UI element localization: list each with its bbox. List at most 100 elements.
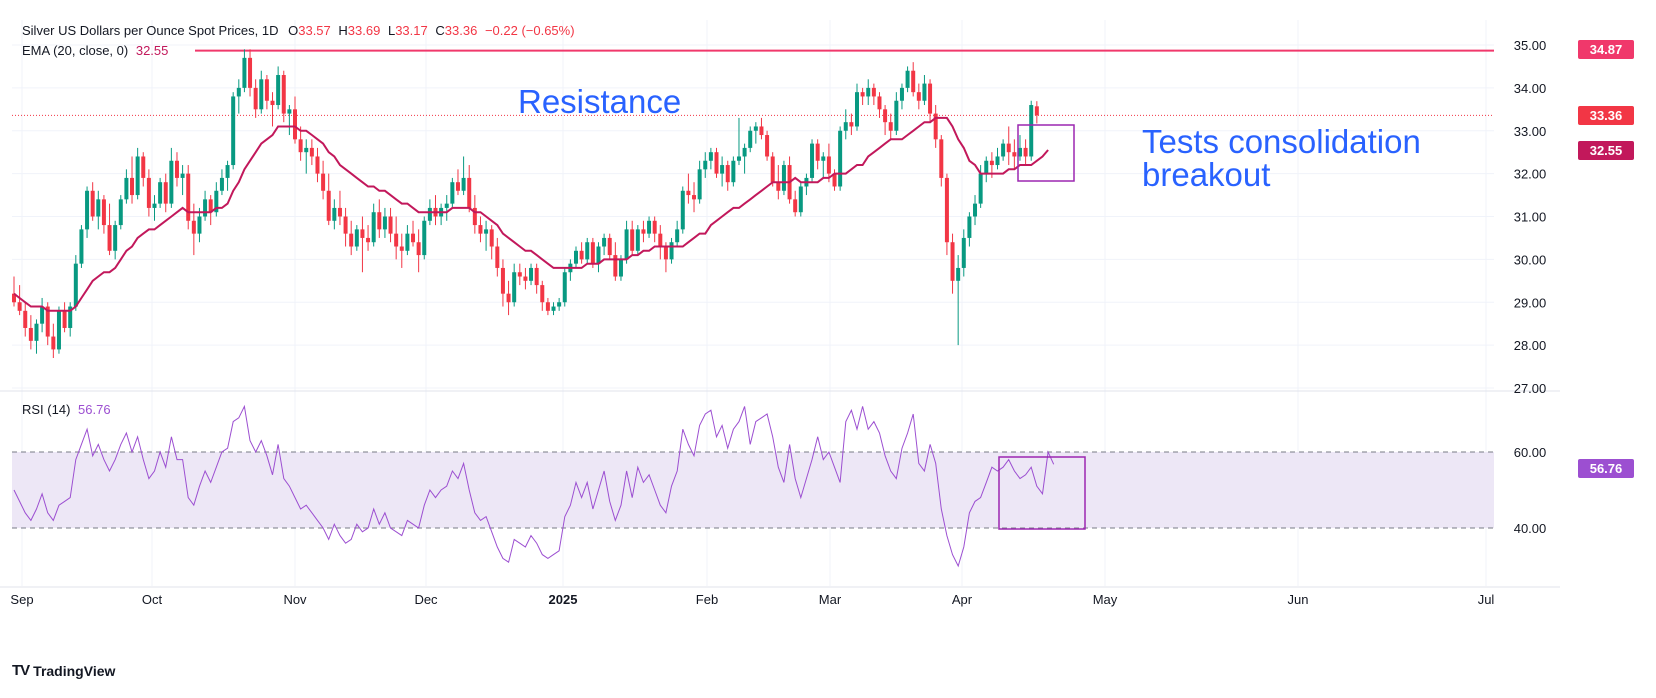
- candle-body: [45, 306, 50, 337]
- candle-body: [321, 173, 326, 191]
- candle-body: [635, 229, 640, 251]
- candle-body: [28, 327, 33, 341]
- candle-body: [905, 70, 910, 88]
- candle-body: [214, 190, 219, 213]
- candle-body: [944, 177, 949, 243]
- candle-body: [883, 109, 888, 123]
- candle-body: [675, 229, 680, 243]
- candle-body: [248, 57, 253, 88]
- time-tick-label: Apr: [952, 592, 973, 607]
- candle-body: [1006, 143, 1011, 153]
- candle-body: [152, 203, 157, 208]
- candle-body: [956, 267, 961, 281]
- candle-body: [225, 165, 230, 178]
- candle-body: [354, 229, 359, 247]
- candle-body: [826, 156, 831, 174]
- candle-body: [455, 182, 460, 191]
- candle-body: [203, 199, 208, 217]
- candle-body: [1034, 106, 1039, 116]
- time-tick-label: Dec: [414, 592, 438, 607]
- candle-body: [118, 199, 123, 226]
- ema-value: 32.55: [135, 43, 169, 58]
- candle-body: [478, 225, 483, 234]
- candle-body: [832, 173, 837, 187]
- candle-body: [337, 207, 342, 217]
- candle-body: [422, 220, 427, 256]
- candle-body: [950, 242, 955, 281]
- candle-body: [1023, 147, 1028, 157]
- candle-body: [332, 207, 337, 221]
- candle-body: [579, 250, 584, 260]
- price-tick-label: 28.00: [1514, 338, 1547, 353]
- candle-body: [1001, 143, 1006, 157]
- candle-body: [500, 267, 505, 294]
- candle-body: [669, 242, 674, 260]
- candle-body: [618, 259, 623, 277]
- candle-body: [489, 229, 494, 247]
- candle-body: [703, 160, 708, 170]
- candle-body: [51, 336, 56, 350]
- resistance-price-tag: 34.87: [1578, 40, 1634, 59]
- time-axis[interactable]: Sep Oct Nov Dec 2025 Feb Mar Apr May Jun Jul: [10, 592, 1494, 607]
- price-tick-label: 31.00: [1514, 210, 1547, 225]
- candle-body: [17, 302, 22, 311]
- candles: [12, 49, 1039, 358]
- candle-body: [467, 177, 472, 208]
- ema-price-tag: 32.55: [1578, 141, 1634, 160]
- candle-body: [742, 147, 747, 157]
- candle-body: [562, 272, 567, 303]
- change-value: −0.22 (−0.65%): [484, 23, 575, 38]
- time-tick-label: Sep: [10, 592, 33, 607]
- candle-body: [624, 229, 629, 260]
- candle-body: [101, 199, 106, 226]
- open-value: 33.57: [298, 23, 331, 38]
- candle-body: [146, 177, 151, 208]
- candle-body: [349, 233, 354, 247]
- candle-body: [933, 113, 938, 140]
- candle-body: [253, 87, 258, 110]
- candle-body: [736, 156, 741, 161]
- candle-body: [860, 92, 865, 97]
- rsi-label: RSI (14): [22, 402, 71, 417]
- candle-body: [450, 182, 455, 204]
- candle-body: [793, 199, 798, 213]
- candle-body: [484, 229, 489, 234]
- rsi-tick-label: 40.00: [1514, 521, 1547, 536]
- tradingview-logo[interactable]: TV TradingView: [12, 662, 115, 679]
- time-tick-label: Jun: [1288, 592, 1309, 607]
- candle-body: [315, 156, 320, 174]
- time-tick-label: 2025: [549, 592, 578, 607]
- candle-body: [124, 177, 129, 200]
- candle-body: [34, 323, 39, 341]
- candle-body: [512, 272, 517, 303]
- candle-body: [85, 190, 90, 230]
- rsi-axis[interactable]: 40.00 60.00: [1514, 445, 1547, 536]
- candle-body: [158, 182, 163, 204]
- low-value: 33.17: [395, 23, 428, 38]
- candle-body: [770, 156, 775, 183]
- candle-body: [1017, 147, 1022, 157]
- consolidation-annotation-line2: breakout: [1142, 156, 1271, 193]
- price-axis[interactable]: 27.00 28.00 29.00 30.00 31.00 32.00 33.00 34.00…: [1514, 38, 1547, 396]
- candle-body: [894, 100, 899, 131]
- candle-body: [961, 237, 966, 268]
- candle-body: [596, 246, 601, 264]
- candle-body: [697, 169, 702, 200]
- ema-legend: EMA (20, close, 0) 32.55: [22, 43, 168, 58]
- candle-body: [405, 233, 410, 251]
- time-tick-label: Jul: [1478, 592, 1495, 607]
- price-tick-label: 32.00: [1514, 167, 1547, 182]
- candle-body: [96, 199, 101, 217]
- candle-body: [107, 225, 112, 251]
- candle-body: [343, 216, 348, 234]
- price-tick-label: 30.00: [1514, 252, 1547, 267]
- candle-body: [394, 233, 399, 247]
- candle-body: [652, 220, 657, 234]
- candle-body: [574, 250, 578, 264]
- time-tick-label: Feb: [696, 592, 718, 607]
- time-tick-label: Mar: [819, 592, 842, 607]
- open-label: O: [288, 23, 299, 38]
